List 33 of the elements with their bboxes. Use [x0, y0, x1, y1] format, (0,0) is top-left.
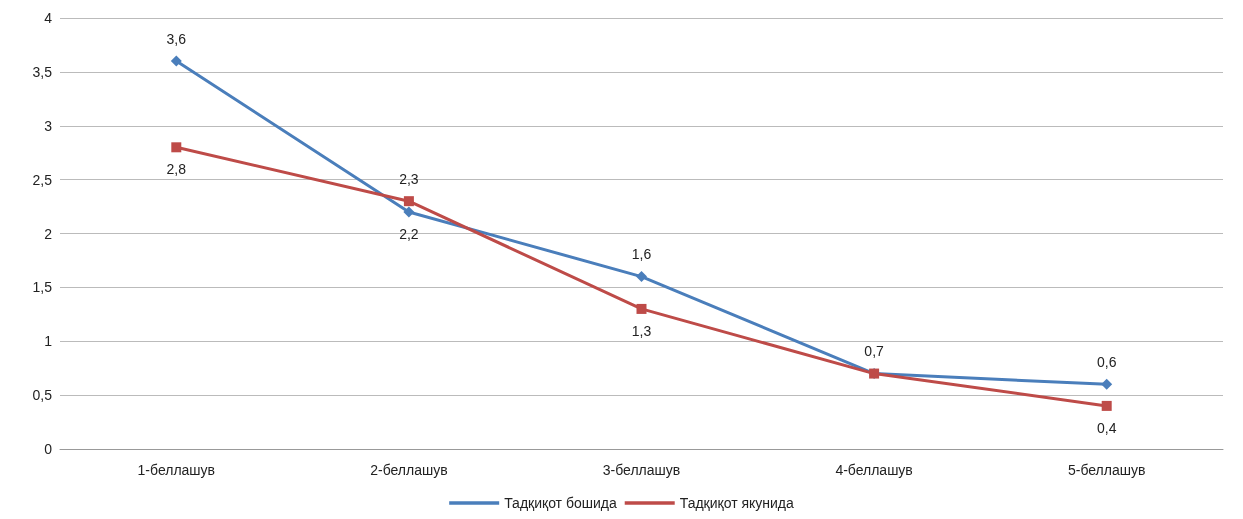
- data-label: 3,6: [166, 30, 187, 47]
- y-tick-label: 2: [44, 225, 53, 242]
- x-tick-label: 5-беллашув: [1067, 462, 1146, 478]
- data-label: 2,8: [166, 161, 187, 178]
- y-tick-label: 4: [44, 10, 53, 26]
- point: [1101, 378, 1113, 390]
- data-label: 0,7: [864, 343, 885, 360]
- y-tick-label: 3,5: [32, 63, 53, 80]
- y-tick-label: 1,5: [32, 279, 53, 296]
- x-tick-label: 2-беллашув: [370, 462, 448, 478]
- point: [636, 303, 647, 314]
- data-label: 1,3: [631, 322, 652, 339]
- point: [403, 206, 415, 218]
- legend-label: Тадқиқот якунида: [679, 495, 795, 511]
- y-tick-label: 2,5: [32, 171, 53, 188]
- point: [636, 271, 647, 283]
- data-label: 2,2: [399, 226, 419, 243]
- data-label: 0,6: [1096, 353, 1117, 370]
- y-tick-label: 0,5: [32, 387, 53, 404]
- point: [1101, 400, 1112, 411]
- y-tick-label: 0: [44, 441, 53, 457]
- point: [403, 196, 414, 207]
- x-tick-label: 4-беллашув: [835, 462, 913, 478]
- x-tick-label: 1-беллашув: [137, 462, 216, 478]
- y-tick-label: 3: [44, 117, 53, 134]
- x-tick-label: 3-беллашув: [602, 462, 681, 478]
- data-label: 0,4: [1096, 419, 1117, 436]
- legend-label: Тадқиқот бошида: [504, 495, 617, 511]
- data-label: 2,3: [399, 171, 419, 188]
- y-tick-label: 1: [44, 333, 53, 350]
- point: [170, 55, 182, 67]
- point: [171, 142, 182, 153]
- data-label: 1,6: [631, 246, 652, 263]
